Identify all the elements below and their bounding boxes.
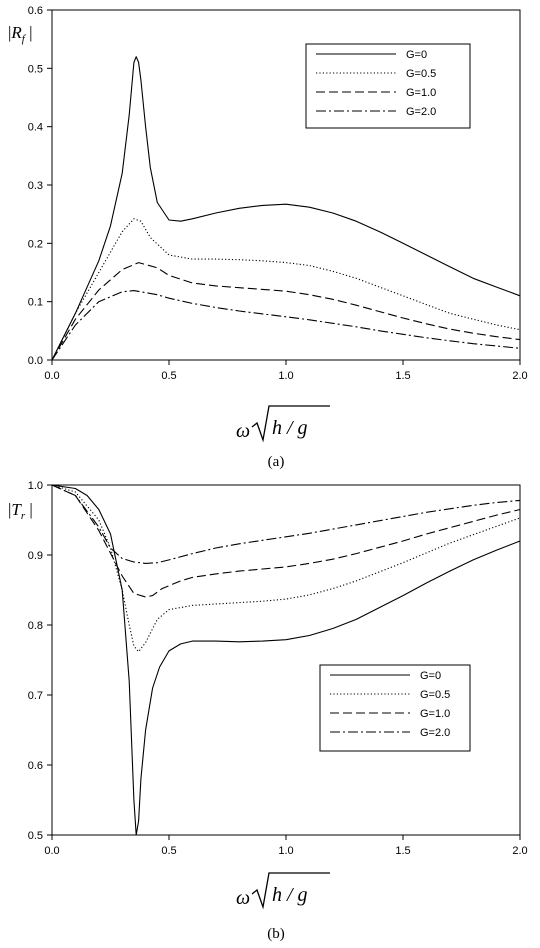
x-tick-label: 1.5 xyxy=(395,845,410,857)
series-line-G=2.0 xyxy=(51,484,521,564)
x-tick-label: 0.5 xyxy=(161,370,176,382)
legend-label: G=0.5 xyxy=(420,689,450,701)
legend-label: G=1.0 xyxy=(420,708,450,720)
chart-panel-b: |Tr | ω h / g (b) 0.0 0.5 1.0 1.5 2.00.50.60… xyxy=(8,480,528,942)
x-tick-label: 1.0 xyxy=(278,845,293,857)
legend-label: G=0.5 xyxy=(406,68,436,80)
legend-label: G=0 xyxy=(406,49,427,61)
y-tick-label: 1.0 xyxy=(28,480,43,492)
y-tick-label: 0.5 xyxy=(28,63,43,75)
y-tick-label: 0.1 xyxy=(28,297,43,309)
y-tick-label: 0.2 xyxy=(28,238,43,250)
y-tick-label: 0.5 xyxy=(28,830,43,842)
x-axis-label: ω xyxy=(236,420,250,442)
legend-box xyxy=(319,664,471,752)
y-tick-label: 0.0 xyxy=(28,355,43,367)
x-tick-label: 1.5 xyxy=(395,370,410,382)
legend-box xyxy=(305,43,471,129)
x-tick-label: 2.0 xyxy=(512,370,527,382)
y-tick-label: 0.6 xyxy=(28,760,43,772)
y-tick-label: 0.7 xyxy=(28,690,43,702)
legend-label: G=2.0 xyxy=(420,727,450,739)
series-line-G=0.5 xyxy=(51,484,521,653)
x-tick-label: 0.0 xyxy=(44,845,59,857)
x-axis-label-fraction: h / g xyxy=(272,884,308,906)
x-axis-label-fraction: h / g xyxy=(272,417,308,439)
x-axis-label: ω xyxy=(236,887,250,909)
series-line-G=1.0 xyxy=(51,484,521,598)
x-tick-label: 0.5 xyxy=(161,845,176,857)
legend-label: G=0 xyxy=(420,670,441,682)
x-tick-label: 1.0 xyxy=(278,370,293,382)
plot-frame xyxy=(51,484,521,836)
x-tick-label: 2.0 xyxy=(512,845,527,857)
series-line-G=1.0 xyxy=(51,262,521,361)
y-axis-label: |Tr | xyxy=(8,500,33,522)
y-tick-label: 0.3 xyxy=(28,180,43,192)
legend-label: G=2.0 xyxy=(406,106,436,118)
series-line-G=0 xyxy=(51,484,521,836)
y-axis-label: |Rf | xyxy=(8,23,33,45)
series-line-G=0 xyxy=(51,56,521,361)
sqrt-sign xyxy=(251,405,330,443)
series-line-G=0.5 xyxy=(51,218,521,361)
legend-label: G=1.0 xyxy=(406,87,436,99)
panel-caption: (a) xyxy=(268,454,285,470)
y-tick-label: 0.4 xyxy=(28,122,43,134)
panel-caption: (b) xyxy=(267,926,285,942)
y-tick-label: 0.6 xyxy=(28,5,43,17)
y-tick-label: 0.9 xyxy=(28,550,43,562)
series-line-G=2.0 xyxy=(51,290,521,361)
y-tick-label: 0.8 xyxy=(28,620,43,632)
x-tick-label: 0.0 xyxy=(44,370,59,382)
chart-panel-a: |Rf | ω h / g (a) 0.0 0.5 1.0 1.5 2.0 0.0 0.1 0… xyxy=(8,5,528,470)
sqrt-sign xyxy=(251,872,330,910)
